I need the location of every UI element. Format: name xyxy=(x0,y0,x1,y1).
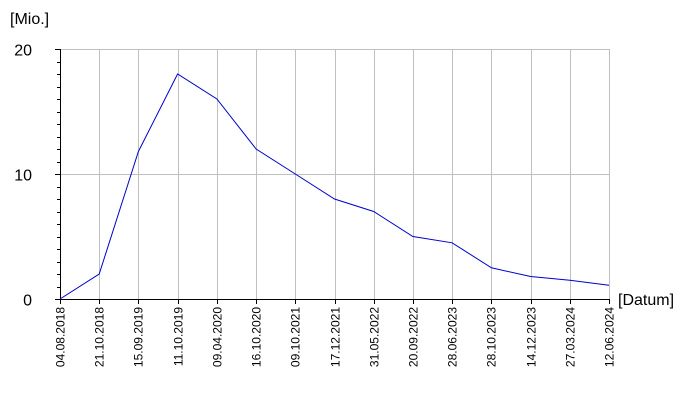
y-tick-label: 20 xyxy=(14,43,32,60)
x-tick-label: 28.06.2023 xyxy=(446,307,460,367)
grid-lines xyxy=(60,49,610,299)
axes xyxy=(55,49,610,304)
x-tick-label: 04.08.2018 xyxy=(54,307,68,367)
x-tick-label: 28.10.2023 xyxy=(485,307,499,367)
x-tick-label: 09.04.2020 xyxy=(211,307,225,367)
tick-labels: 04.08.2018 21.10.2018 15.09.2019 11.10.2019… xyxy=(14,43,616,368)
x-tick-label: 15.09.2019 xyxy=(132,307,146,367)
y-tick-label: 10 xyxy=(14,168,32,185)
x-tick-label: 11.10.2019 xyxy=(172,307,186,366)
x-tick-label: 21.10.2018 xyxy=(93,307,107,367)
x-tick-label: 16.10.2020 xyxy=(250,307,264,367)
series-line xyxy=(59,73,610,300)
y-tick-label: 0 xyxy=(23,293,32,310)
series-group xyxy=(59,73,610,300)
x-tick-label: 09.10.2021 xyxy=(289,307,303,367)
x-tick-label: 31.05.2022 xyxy=(368,307,382,367)
x-tick-label: 17.12.2021 xyxy=(329,307,343,367)
x-tick-label: 14.12.2023 xyxy=(525,307,539,367)
x-tick-label: 27.03.2024 xyxy=(564,307,578,367)
x-tick-label: 12.06.2024 xyxy=(603,307,617,367)
x-axis-label: [Datum] xyxy=(618,292,674,309)
x-tick-label: 20.09.2022 xyxy=(407,307,421,367)
y-axis-label: [Mio.] xyxy=(10,11,49,28)
